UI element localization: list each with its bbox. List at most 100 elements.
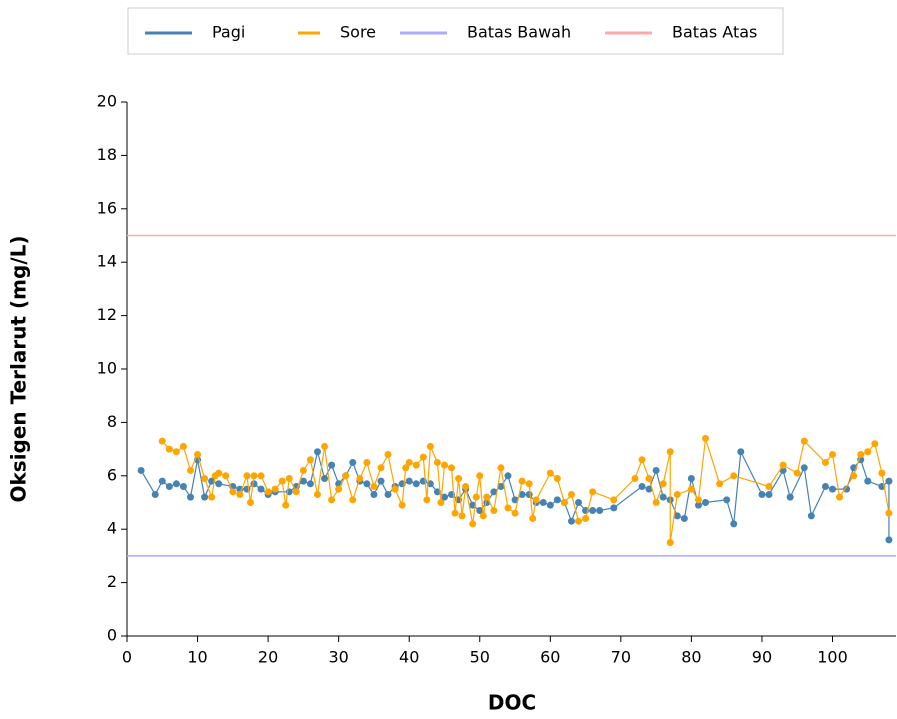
data-point <box>377 464 385 472</box>
data-point <box>553 474 561 482</box>
data-point <box>377 477 385 485</box>
data-point <box>638 456 646 464</box>
data-point <box>850 472 858 480</box>
data-point <box>765 482 773 490</box>
data-point <box>518 477 526 485</box>
legend-label: Batas Atas <box>672 23 757 42</box>
x-tick-label: 70 <box>611 648 631 667</box>
data-point <box>321 474 329 482</box>
y-tick-label: 10 <box>97 359 117 378</box>
data-point <box>829 485 837 493</box>
series-line <box>140 449 890 540</box>
data-point <box>610 496 618 504</box>
legend-label: Batas Bawah <box>467 23 571 42</box>
data-point <box>433 458 441 466</box>
data-point <box>137 466 145 474</box>
data-point <box>201 493 209 501</box>
data-point <box>243 472 251 480</box>
data-point <box>264 488 272 496</box>
data-point <box>878 469 886 477</box>
data-point <box>458 512 466 520</box>
data-point <box>582 515 590 523</box>
data-point <box>575 517 583 525</box>
data-point <box>433 488 441 496</box>
y-tick-label: 6 <box>107 465 117 484</box>
data-point <box>356 474 364 482</box>
data-point <box>172 448 180 456</box>
data-point <box>437 499 445 506</box>
data-point <box>328 461 336 469</box>
data-point <box>529 515 537 523</box>
data-point <box>423 496 431 504</box>
data-point <box>821 458 829 466</box>
data-point <box>525 480 533 488</box>
data-point <box>539 499 547 506</box>
y-tick-label: 8 <box>107 412 117 431</box>
y-tick-label: 16 <box>97 198 117 217</box>
data-point <box>532 496 540 504</box>
data-point <box>885 477 893 485</box>
data-point <box>673 512 681 520</box>
data-point <box>885 536 893 544</box>
data-point <box>871 440 879 448</box>
data-point <box>610 504 618 512</box>
data-point <box>257 485 265 493</box>
data-point <box>257 472 265 480</box>
data-point <box>638 482 646 490</box>
data-point <box>680 515 688 523</box>
legend-box <box>127 7 784 55</box>
data-point <box>292 488 300 496</box>
data-point <box>426 442 434 450</box>
data-point <box>652 466 660 474</box>
data-point <box>596 507 604 515</box>
data-point <box>723 496 731 504</box>
data-point <box>229 488 237 496</box>
data-point <box>321 442 329 450</box>
data-point <box>490 507 498 515</box>
data-point <box>455 474 463 482</box>
data-point <box>821 482 829 490</box>
data-point <box>306 480 314 488</box>
data-point <box>758 490 766 498</box>
data-point <box>765 490 773 498</box>
data-point <box>589 507 597 515</box>
data-point <box>186 493 194 501</box>
data-point <box>652 499 660 506</box>
data-point <box>186 466 194 474</box>
data-point <box>299 466 307 474</box>
data-point <box>165 482 173 490</box>
data-point <box>306 456 314 464</box>
data-point <box>208 493 216 501</box>
y-tick-label: 14 <box>97 252 117 271</box>
data-point <box>391 485 399 493</box>
legend-label: Pagi <box>212 23 245 42</box>
data-point <box>412 461 420 469</box>
y-tick-label: 0 <box>107 626 117 645</box>
data-point <box>567 517 575 525</box>
data-point <box>525 490 533 498</box>
data-point <box>511 496 519 504</box>
data-point <box>335 485 343 493</box>
data-point <box>659 480 667 488</box>
data-point <box>222 472 230 480</box>
data-point <box>631 474 639 482</box>
x-axis-label: DOC <box>488 691 536 715</box>
data-point <box>405 458 413 466</box>
data-point <box>194 450 202 458</box>
x-tick-label: 40 <box>399 648 419 667</box>
data-point <box>342 472 350 480</box>
data-point <box>440 461 448 469</box>
data-point <box>666 448 674 456</box>
x-tick-label: 80 <box>681 648 701 667</box>
data-point <box>384 490 392 498</box>
data-point <box>730 520 738 528</box>
data-point <box>313 490 321 498</box>
data-point <box>687 474 695 482</box>
data-point <box>864 448 872 456</box>
data-point <box>645 485 653 493</box>
y-axis-label: Oksigen Terlarut (mg/L) <box>7 235 31 502</box>
data-point <box>800 464 808 472</box>
data-point <box>405 477 413 485</box>
data-point <box>448 464 456 472</box>
legend-label: Sore <box>340 23 376 42</box>
